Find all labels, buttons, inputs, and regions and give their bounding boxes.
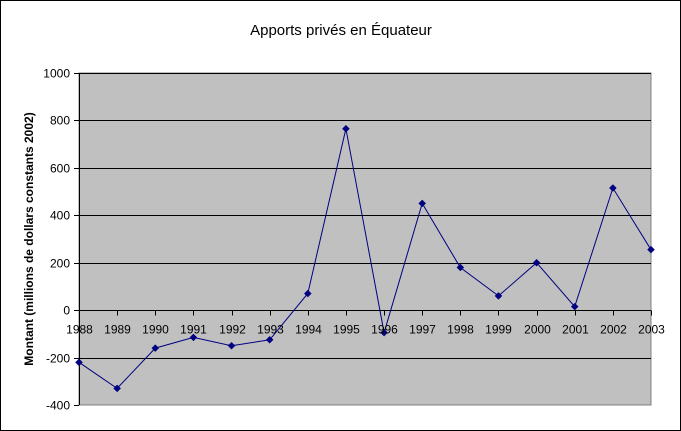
- x-tick-label: 2003: [638, 323, 665, 337]
- series-line-0: [78, 128, 652, 390]
- x-tick-label: 1992: [219, 323, 246, 337]
- y-tick-label: -200: [46, 352, 70, 366]
- data-point: [227, 341, 236, 350]
- data-point: [532, 258, 541, 267]
- y-tick-label: 0: [63, 304, 70, 318]
- y-tick-label: -400: [46, 399, 70, 413]
- x-tick-label: 1996: [371, 323, 398, 337]
- data-point: [494, 292, 503, 300]
- data-point: [609, 184, 617, 192]
- plot-area: [78, 72, 652, 406]
- x-tick-label: 1991: [180, 323, 207, 337]
- y-tick-label: 800: [50, 114, 70, 128]
- data-point: [189, 333, 198, 342]
- x-tick-label: 1995: [333, 323, 360, 337]
- x-tick-label: 1994: [295, 323, 322, 337]
- y-tick-label: 400: [50, 209, 70, 223]
- y-axis-label: Montant (millions de dollars constants 2…: [22, 112, 36, 365]
- x-tick-label: 1988: [66, 323, 93, 337]
- axes: [74, 73, 652, 406]
- y-tick-label: 1000: [43, 67, 70, 81]
- x-tick-label: 1998: [447, 323, 474, 337]
- x-tick-label: 1990: [142, 323, 169, 337]
- x-tick-label: 2000: [524, 323, 551, 337]
- x-tick-label: 2002: [600, 323, 627, 337]
- x-tick-label: 2001: [562, 323, 589, 337]
- data-point: [456, 263, 465, 272]
- x-tick-label: 1993: [257, 323, 284, 337]
- data-point: [113, 384, 121, 393]
- data-point: [303, 289, 312, 298]
- y-tick-label: 200: [50, 257, 70, 271]
- data-point: [380, 328, 388, 337]
- data-point: [151, 344, 160, 352]
- tick-labels: -400 -200 0 200 400 600 800 1000 1988 1989 1990 199…: [43, 67, 665, 413]
- chart-title: Apports privés en Équateur: [250, 22, 432, 39]
- data-point: [75, 358, 83, 367]
- data-point: [647, 245, 655, 254]
- data-point: [342, 124, 350, 133]
- data-point: [570, 302, 579, 311]
- data-point: [265, 335, 274, 344]
- x-tick-label: 1999: [485, 323, 512, 337]
- series: [75, 124, 655, 393]
- y-tick-label: 600: [50, 162, 70, 176]
- x-tick-label: 1997: [409, 323, 436, 337]
- x-tick-label: 1989: [104, 323, 131, 337]
- data-point: [418, 199, 427, 208]
